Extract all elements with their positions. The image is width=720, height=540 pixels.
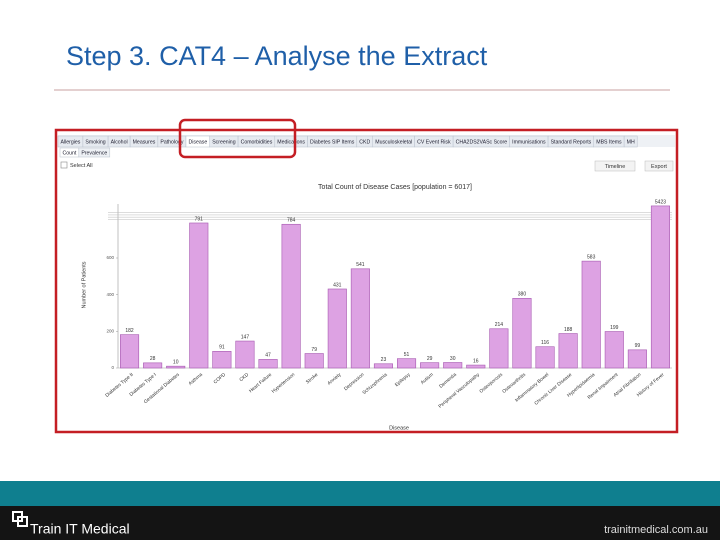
y-tick-label: 400 [106, 292, 114, 297]
highlight-box [178, 118, 297, 159]
data-label: 51 [404, 352, 410, 358]
footer-band [0, 481, 720, 506]
subtab-label: Count [63, 150, 77, 156]
tab-label: Allergies [61, 139, 81, 145]
logo-icon [12, 511, 28, 527]
data-label: 199 [610, 325, 619, 331]
tab-label: Pathology [160, 139, 183, 145]
data-label: 29 [427, 356, 433, 362]
export-button[interactable] [644, 160, 674, 172]
tab-label: Comorbidities [241, 139, 273, 145]
tab-label: CKD [359, 139, 370, 145]
footer-bar [0, 506, 720, 540]
tab-label: Alcohol [111, 139, 128, 145]
bar [650, 205, 670, 369]
timeline-button[interactable] [594, 160, 636, 172]
data-label: 23 [381, 357, 387, 363]
data-label: 541 [356, 262, 365, 268]
subtab-label: Prevalence [81, 150, 107, 156]
data-label: 30 [450, 356, 456, 362]
bar [235, 340, 255, 369]
data-label: 784 [287, 218, 296, 224]
y-tick-label: 200 [106, 329, 114, 334]
bar [443, 362, 463, 369]
bar [166, 365, 186, 369]
data-label: 188 [564, 327, 573, 333]
bar [281, 223, 301, 369]
tab-label: Immunisations [512, 139, 546, 145]
tab-label: Smoking [85, 139, 105, 145]
tab-label: MH [627, 139, 635, 145]
data-label: 47 [265, 353, 271, 359]
bar [558, 333, 578, 369]
checkbox[interactable] [60, 161, 68, 169]
x-tick-label: CKD [238, 372, 250, 383]
data-label: 91 [219, 345, 225, 351]
data-label: 147 [241, 334, 250, 340]
bar [535, 346, 555, 369]
bar [327, 288, 347, 369]
bar [258, 359, 278, 369]
bar [373, 363, 393, 369]
chart-title: Total Count of Disease Cases [population… [318, 184, 472, 191]
tab-label: Standard Reports [551, 139, 592, 145]
tab-label: Diabetes SIP Items [310, 139, 355, 145]
bar [489, 328, 509, 369]
bar [581, 260, 601, 369]
y-axis-label: Number of Patients [81, 261, 87, 308]
data-label: 99 [635, 343, 641, 349]
bar [420, 362, 440, 369]
footer-brand: Train IT Medical [30, 521, 130, 537]
data-label: 791 [195, 216, 204, 222]
bar [466, 364, 486, 369]
data-label: 28 [150, 356, 156, 362]
data-label: 116 [541, 340, 549, 346]
bar [212, 351, 232, 369]
subtab[interactable] [78, 147, 111, 158]
bar [627, 349, 647, 369]
tab[interactable] [623, 135, 638, 148]
bar [512, 298, 532, 369]
data-label: 182 [125, 328, 134, 334]
bar [189, 222, 209, 369]
bar [304, 353, 324, 369]
select-all-label: Select All [70, 163, 93, 169]
bar [350, 268, 370, 369]
bar [143, 362, 163, 369]
bar [397, 358, 417, 369]
button-label: Timeline [605, 164, 626, 170]
tab-label: CV Event Risk [417, 139, 451, 145]
footer-url: trainitmedical.com.au [604, 524, 708, 536]
bar [120, 334, 140, 369]
data-label: 583 [587, 254, 596, 260]
button-label: Export [651, 164, 667, 170]
data-label: 16 [473, 358, 479, 364]
slide-title: Step 3. CAT4 – Analyse the Extract [66, 41, 488, 71]
x-axis-label: Disease [389, 425, 409, 431]
data-label: 431 [333, 282, 342, 288]
data-label: 5423 [655, 199, 666, 205]
y-tick-label: 0 [111, 365, 114, 370]
tab-label: CHA2DS2VASc Score [456, 139, 508, 145]
tab-label: Disease [188, 139, 207, 145]
bar [604, 331, 624, 369]
tab-label: Musculoskeletal [375, 139, 412, 145]
data-label: 79 [311, 347, 317, 353]
tab-label: Measures [133, 139, 156, 145]
data-label: 10 [173, 359, 179, 365]
data-label: 380 [518, 292, 527, 298]
tab-label: MBS Items [596, 139, 622, 145]
data-label: 214 [495, 322, 504, 328]
y-tick-label: 600 [106, 255, 114, 260]
tab-label: Medications [277, 139, 305, 145]
tab-label: Screening [212, 139, 235, 145]
